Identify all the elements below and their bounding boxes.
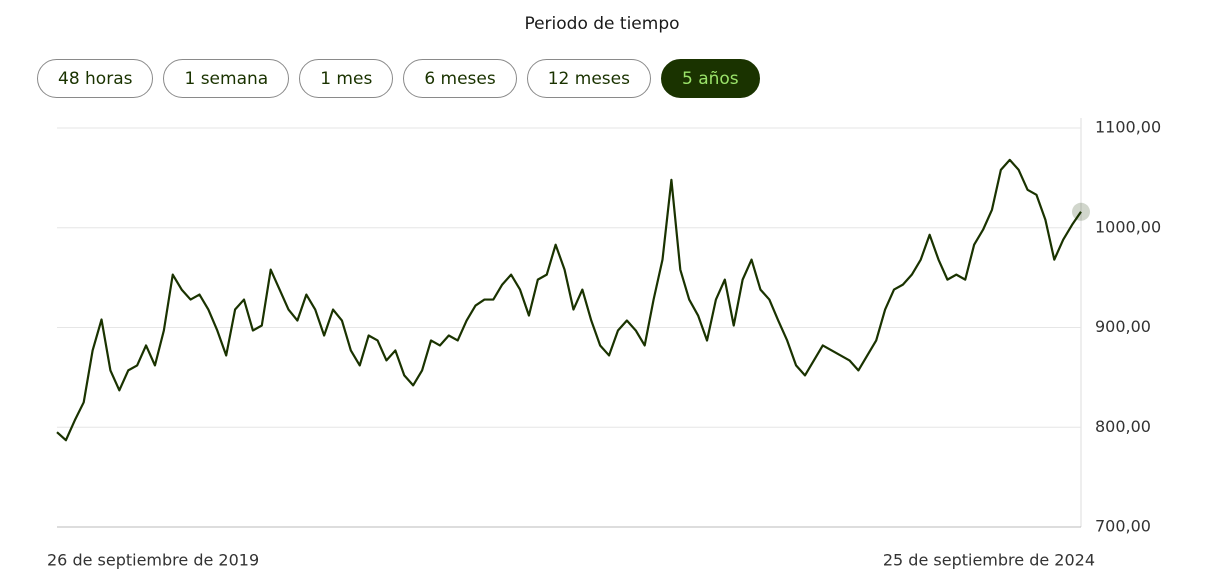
x-tick-label: 26 de septiembre de 2019	[47, 551, 259, 570]
y-tick-label: 1100,00	[1095, 118, 1161, 137]
x-tick-label: 25 de septiembre de 2024	[883, 551, 1095, 570]
period-button[interactable]: 1 mes	[299, 59, 394, 98]
period-buttons: 48 horas 1 semana 1 mes 6 meses 12 meses 5 añ…	[37, 59, 760, 98]
price-line	[56, 158, 1082, 442]
period-button[interactable]: 6 meses	[403, 59, 517, 98]
period-button[interactable]: 48 horas	[37, 59, 154, 98]
y-tick-label: 700,00	[1095, 517, 1151, 536]
y-tick-label: 1000,00	[1095, 217, 1161, 236]
section-title: Periodo de tiempo	[524, 14, 680, 34]
last-point-marker	[1072, 202, 1090, 221]
y-tick-label: 900,00	[1095, 317, 1151, 336]
period-button[interactable]: 12 meses	[526, 59, 651, 98]
period-button[interactable]: 1 semana	[163, 59, 290, 98]
period-button[interactable]: 5 años	[660, 59, 760, 98]
y-tick-label: 800,00	[1095, 417, 1151, 436]
